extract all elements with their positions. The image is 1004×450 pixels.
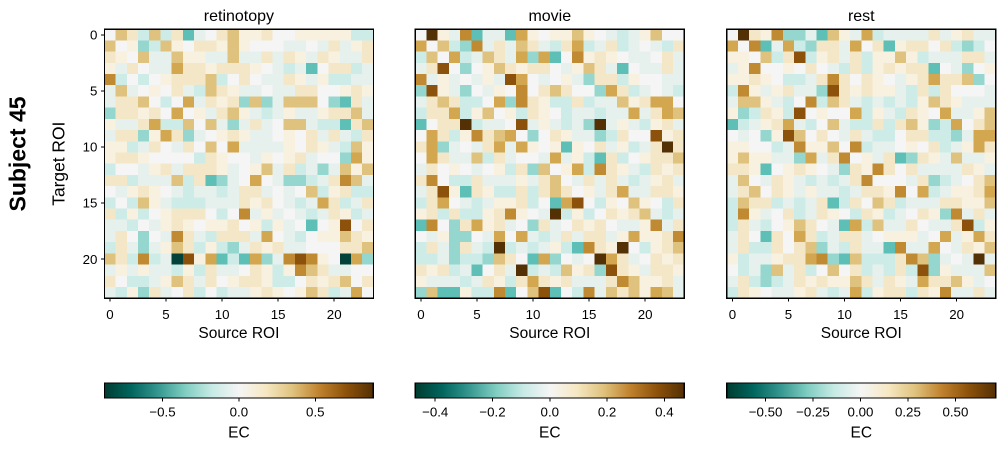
svg-text:Source ROI: Source ROI bbox=[821, 325, 902, 342]
svg-text:15: 15 bbox=[83, 196, 98, 211]
svg-text:10: 10 bbox=[83, 140, 98, 155]
svg-text:15: 15 bbox=[582, 307, 597, 322]
svg-text:5: 5 bbox=[162, 307, 169, 322]
svg-text:Source ROI: Source ROI bbox=[198, 325, 279, 342]
svg-text:−0.25: −0.25 bbox=[796, 405, 830, 420]
svg-text:0: 0 bbox=[106, 307, 113, 322]
svg-text:−0.50: −0.50 bbox=[749, 405, 783, 420]
svg-text:0.0: 0.0 bbox=[541, 405, 560, 420]
svg-text:0: 0 bbox=[417, 307, 424, 322]
svg-text:15: 15 bbox=[893, 307, 908, 322]
svg-text:movie: movie bbox=[528, 8, 571, 25]
svg-text:20: 20 bbox=[327, 307, 342, 322]
svg-text:retinotopy: retinotopy bbox=[204, 8, 274, 25]
svg-text:EC: EC bbox=[851, 424, 873, 441]
svg-text:5: 5 bbox=[473, 307, 480, 322]
svg-text:10: 10 bbox=[526, 307, 541, 322]
svg-text:0.50: 0.50 bbox=[942, 405, 968, 420]
svg-text:0: 0 bbox=[90, 28, 97, 43]
svg-text:0.5: 0.5 bbox=[306, 405, 325, 420]
svg-text:0.25: 0.25 bbox=[895, 405, 921, 420]
svg-text:10: 10 bbox=[215, 307, 230, 322]
svg-text:−0.2: −0.2 bbox=[479, 405, 505, 420]
svg-text:Target ROI: Target ROI bbox=[48, 122, 68, 206]
svg-text:0.0: 0.0 bbox=[230, 405, 249, 420]
svg-text:20: 20 bbox=[83, 252, 98, 267]
svg-text:rest: rest bbox=[848, 8, 875, 25]
svg-text:20: 20 bbox=[949, 307, 964, 322]
svg-text:10: 10 bbox=[837, 307, 852, 322]
svg-text:EC: EC bbox=[539, 424, 561, 441]
svg-text:0: 0 bbox=[729, 307, 736, 322]
svg-text:−0.5: −0.5 bbox=[149, 405, 175, 420]
svg-text:0.4: 0.4 bbox=[655, 405, 674, 420]
svg-text:5: 5 bbox=[785, 307, 792, 322]
svg-text:5: 5 bbox=[90, 84, 97, 99]
svg-text:20: 20 bbox=[638, 307, 653, 322]
svg-text:0.2: 0.2 bbox=[598, 405, 617, 420]
svg-text:0.00: 0.00 bbox=[848, 405, 874, 420]
svg-text:Subject 45: Subject 45 bbox=[5, 96, 31, 211]
svg-text:EC: EC bbox=[228, 424, 250, 441]
svg-text:−0.4: −0.4 bbox=[422, 405, 448, 420]
svg-text:15: 15 bbox=[271, 307, 286, 322]
svg-text:Source ROI: Source ROI bbox=[509, 325, 590, 342]
